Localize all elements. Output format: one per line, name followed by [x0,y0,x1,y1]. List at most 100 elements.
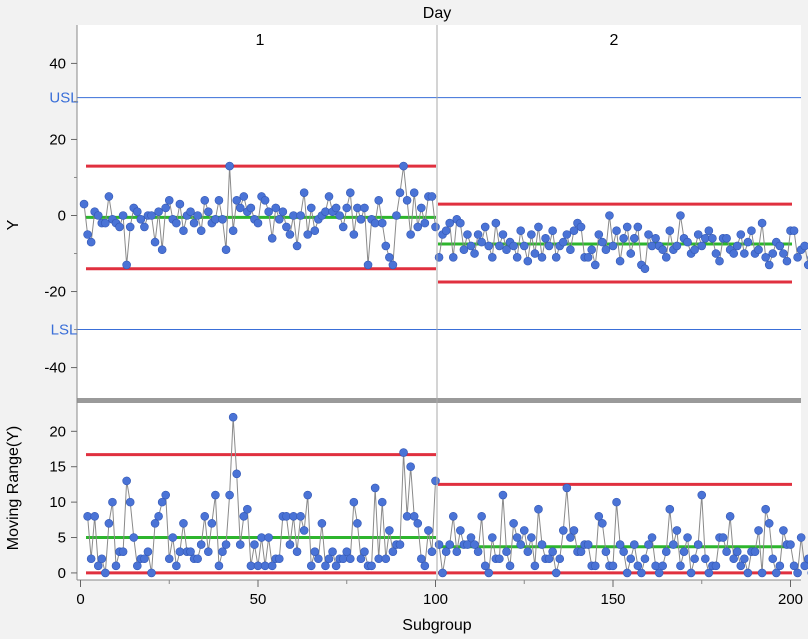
mr-data-point [97,554,107,564]
mr-data-point [424,526,433,535]
mr-data-point [108,497,117,507]
y-data-point [448,253,458,262]
y-data-point [267,234,277,243]
y-data-point [736,230,746,239]
mr-data-point [686,568,696,578]
mr-data-point [296,511,305,521]
mr-data-point [566,533,575,542]
y-data-point [764,260,774,270]
y-data-point [409,188,419,197]
mr-data-point [480,561,490,571]
mr-data-point [477,511,486,521]
y-data-point [338,222,348,232]
mr-data-point [615,540,625,549]
mr-y-tick-label: 20 [49,423,66,440]
mr-data-point [331,561,341,571]
mr-data-point [661,547,671,556]
mr-data-point [629,540,639,549]
mr-data-point [793,568,802,578]
mr-data-point [530,561,540,571]
y-data-point [605,211,614,220]
mr-data-point [669,540,678,549]
y-data-point [125,222,135,232]
mr-data-point [619,547,628,556]
x-tick-label: 150 [600,591,625,608]
mr-data-point [377,497,387,507]
x-axis-title: Subgroup [402,617,471,634]
y-data-point [516,226,526,236]
mr-data-point [211,490,220,500]
y-data-point [161,203,170,213]
mr-data-point [122,476,131,486]
mr-data-point [196,540,206,549]
mr-data-point [434,540,444,549]
mr-data-point [590,561,600,571]
y-data-point [406,230,415,239]
y-data-point [186,207,195,216]
y-data-point [150,237,160,247]
mr-data-point [441,547,451,556]
y-data-point [118,211,128,220]
y-data-point [708,234,717,243]
y-data-point [303,230,313,239]
y-data-point [196,226,206,236]
y-data-point [79,199,89,209]
y-data-point [629,234,639,243]
mr-data-point [779,526,788,535]
mr-data-point [594,511,604,521]
y-data-point [274,214,284,224]
y-data-point [615,256,625,266]
y-data-point [349,230,359,239]
y-data-point [789,226,799,236]
mr-data-point [235,540,245,549]
mr-data-point [314,554,323,564]
mr-data-point [306,561,316,571]
y-data-point [377,218,387,228]
y-data-point [583,253,593,262]
mr-data-point [683,533,692,542]
y-data-point [619,234,628,243]
y-data-point [544,241,554,251]
y-data-point [768,249,778,258]
y-data-point [179,226,188,236]
mr-data-point [505,561,515,571]
moving-range-panel [83,412,808,578]
mr-data-point [90,511,99,521]
mr-y-tick-label: 0 [58,565,66,582]
mr-data-point [204,547,213,556]
y-data-point [601,245,611,255]
y-data-point [484,241,494,251]
mr-data-point [409,511,419,521]
mr-data-point [299,526,309,535]
mr-data-point [761,504,770,514]
y-data-point [395,188,405,197]
y-data-point [747,226,756,236]
x-tick-label: 50 [250,591,267,608]
mr-data-point [168,533,178,542]
mr-data-point [161,490,170,500]
y-spec-label-usl: USL [49,90,78,107]
mr-data-point [218,547,227,556]
y-data-point [157,245,167,255]
y-data-point [594,230,604,239]
y-data-point [495,241,504,251]
mr-data-point [257,533,266,542]
mr-data-point [228,412,238,422]
mr-data-point [143,547,153,556]
y-data-point [271,203,281,213]
mr-data-point [637,568,646,578]
mr-data-point [86,554,96,564]
mr-data-point [502,547,511,556]
y-data-point [296,211,305,220]
y-data-point [299,188,309,197]
y-data-point [498,230,508,239]
y-data-point [800,241,808,251]
mr-data-point [562,483,572,493]
y-data-point [331,203,341,213]
y-data-point [729,249,739,258]
y-data-point [622,222,632,232]
group-header-day-2: 2 [610,32,619,49]
y-data-point [101,218,110,228]
y-data-point [278,207,288,216]
y-data-point [228,226,238,236]
